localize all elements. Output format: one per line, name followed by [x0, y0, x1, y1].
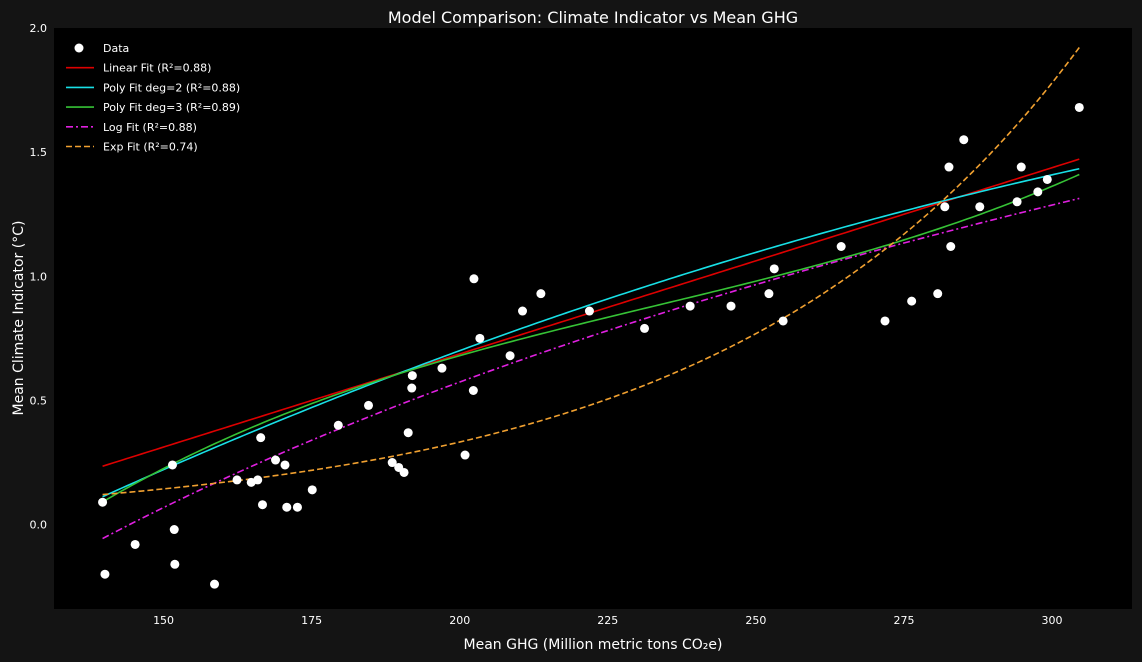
x-axis-label: Mean GHG (Million metric tons CO₂e)	[464, 637, 723, 653]
x-axis-ticks: 150 175 200 225 250 275 300	[153, 614, 1062, 627]
plot-area	[54, 28, 1132, 609]
data-point	[169, 525, 179, 535]
legend-label: Poly Fit deg=2 (R²=0.88)	[103, 81, 240, 94]
x-tick-label: 275	[893, 614, 914, 627]
legend-label: Data	[103, 42, 129, 55]
x-tick-label: 175	[301, 614, 322, 627]
x-tick-label: 200	[449, 614, 470, 627]
data-point	[1074, 102, 1084, 112]
y-tick-label: 1.5	[30, 146, 48, 159]
data-point	[282, 502, 292, 512]
data-point	[778, 316, 788, 326]
data-point	[333, 420, 343, 430]
legend-label: Linear Fit (R²=0.88)	[103, 62, 211, 75]
y-tick-label: 2.0	[30, 22, 48, 35]
x-tick-label: 225	[597, 614, 618, 627]
data-point	[98, 497, 108, 507]
data-point	[685, 301, 695, 311]
data-point	[1012, 197, 1022, 207]
data-point	[959, 135, 969, 145]
legend: Data Linear Fit (R²=0.88) Poly Fit deg=2 (…	[66, 42, 240, 154]
data-point	[307, 485, 317, 495]
data-point	[469, 274, 479, 284]
x-tick-label: 300	[1042, 614, 1063, 627]
data-point	[364, 400, 374, 410]
data-point	[584, 306, 594, 316]
data-point	[253, 475, 263, 485]
data-point	[271, 455, 281, 465]
data-point	[518, 306, 528, 316]
fit-line-exp	[102, 47, 1080, 496]
y-axis-ticks: 0.0 0.5 1.0 1.5 2.0	[30, 22, 48, 532]
data-point	[407, 371, 417, 381]
y-tick-label: 1.0	[30, 270, 48, 283]
data-point	[907, 296, 917, 306]
data-point	[836, 241, 846, 251]
data-point	[170, 559, 180, 569]
data-point	[536, 289, 546, 299]
data-point	[944, 162, 954, 172]
fit-lines	[102, 47, 1080, 540]
legend-label: Exp Fit (R²=0.74)	[103, 141, 198, 154]
y-axis-label: Mean Climate Indicator (°C)	[11, 221, 27, 416]
legend-label: Log Fit (R²=0.88)	[103, 121, 197, 134]
data-point	[1042, 174, 1052, 184]
data-point	[975, 202, 985, 212]
data-point	[257, 500, 267, 510]
data-point	[946, 241, 956, 251]
data-point	[403, 428, 413, 438]
data-point	[505, 351, 515, 361]
x-tick-label: 150	[153, 614, 174, 627]
data-point	[1033, 187, 1043, 197]
data-point	[280, 460, 290, 470]
data-point	[726, 301, 736, 311]
fit-line-log	[102, 197, 1080, 540]
data-point	[210, 579, 220, 589]
data-point	[437, 363, 447, 373]
data-point	[100, 569, 110, 579]
legend-label: Poly Fit deg=3 (R²=0.89)	[103, 101, 240, 114]
data-point	[640, 323, 650, 333]
scatter-points	[98, 102, 1084, 589]
data-point	[387, 458, 397, 468]
data-point	[1016, 162, 1026, 172]
y-tick-label: 0.5	[30, 394, 48, 407]
data-point	[130, 539, 140, 549]
data-point	[475, 333, 485, 343]
legend-marker-data	[74, 43, 84, 53]
fit-line-poly	[102, 173, 1080, 503]
data-point	[167, 460, 177, 470]
data-point	[256, 433, 266, 443]
data-point	[460, 450, 470, 460]
data-point	[232, 475, 242, 485]
data-point	[764, 289, 774, 299]
data-point	[940, 202, 950, 212]
data-point	[880, 316, 890, 326]
x-tick-label: 250	[745, 614, 766, 627]
chart-title: Model Comparison: Climate Indicator vs M…	[388, 8, 798, 27]
data-point	[933, 289, 943, 299]
data-point	[468, 386, 478, 396]
data-point	[399, 467, 409, 477]
data-point	[407, 383, 417, 393]
data-point	[292, 502, 302, 512]
y-tick-label: 0.0	[30, 519, 48, 532]
fit-line-poly	[102, 167, 1080, 498]
data-point	[769, 264, 779, 274]
